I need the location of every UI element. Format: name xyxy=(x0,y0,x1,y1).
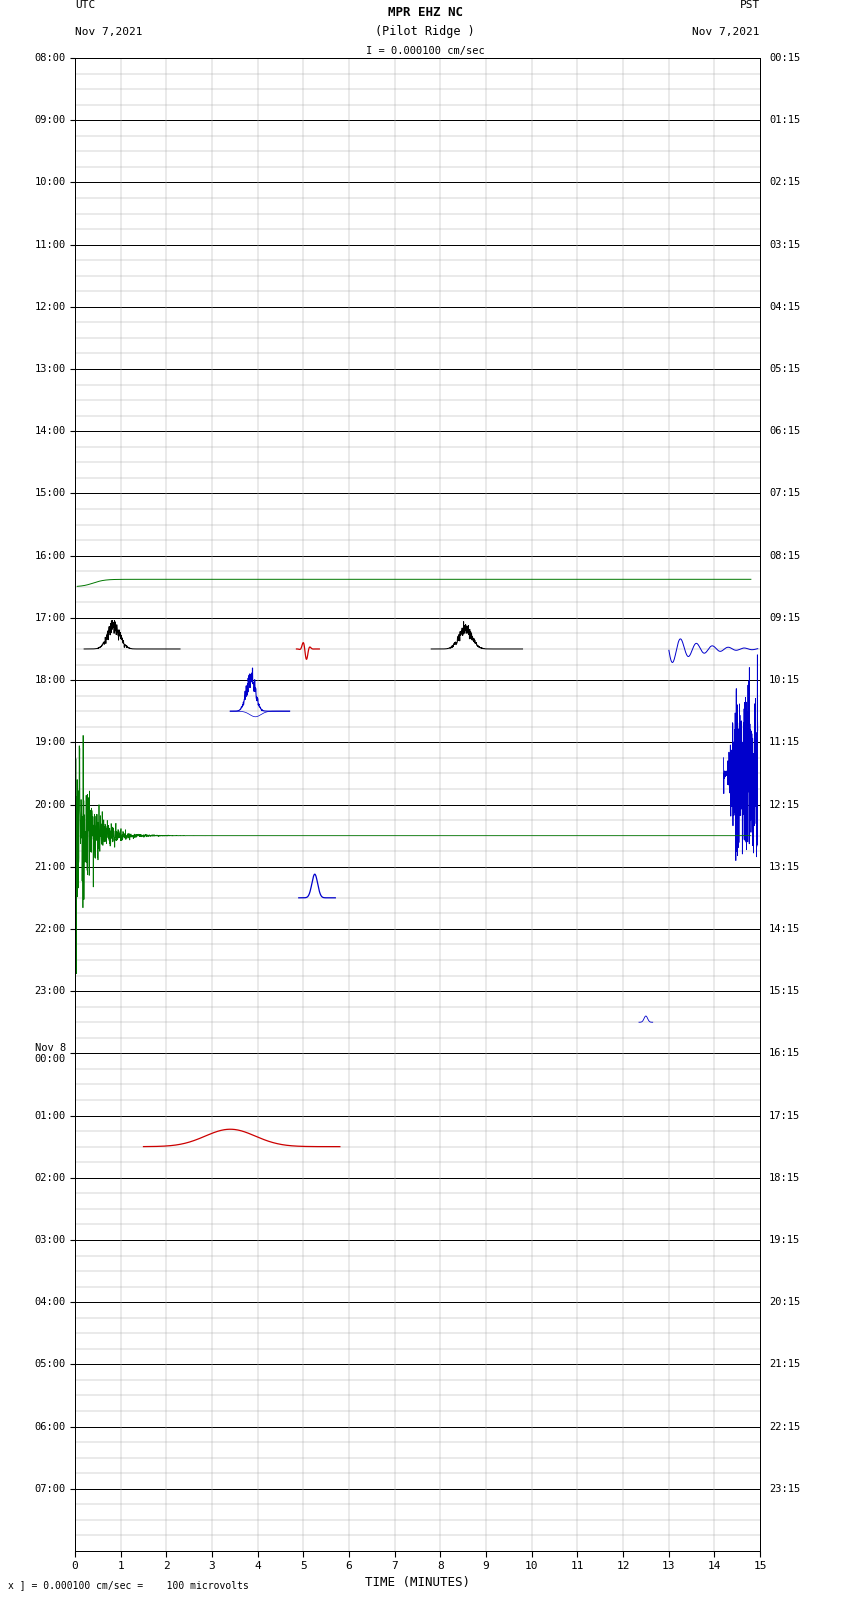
Text: Nov 7,2021: Nov 7,2021 xyxy=(75,27,143,37)
Text: MPR EHZ NC: MPR EHZ NC xyxy=(388,6,462,19)
Text: UTC: UTC xyxy=(75,0,95,10)
Text: x ] = 0.000100 cm/sec =    100 microvolts: x ] = 0.000100 cm/sec = 100 microvolts xyxy=(8,1581,249,1590)
Text: I = 0.000100 cm/sec: I = 0.000100 cm/sec xyxy=(366,47,484,56)
X-axis label: TIME (MINUTES): TIME (MINUTES) xyxy=(365,1576,470,1589)
Text: Nov 7,2021: Nov 7,2021 xyxy=(693,27,760,37)
Text: PST: PST xyxy=(740,0,760,10)
Text: (Pilot Ridge ): (Pilot Ridge ) xyxy=(375,26,475,39)
